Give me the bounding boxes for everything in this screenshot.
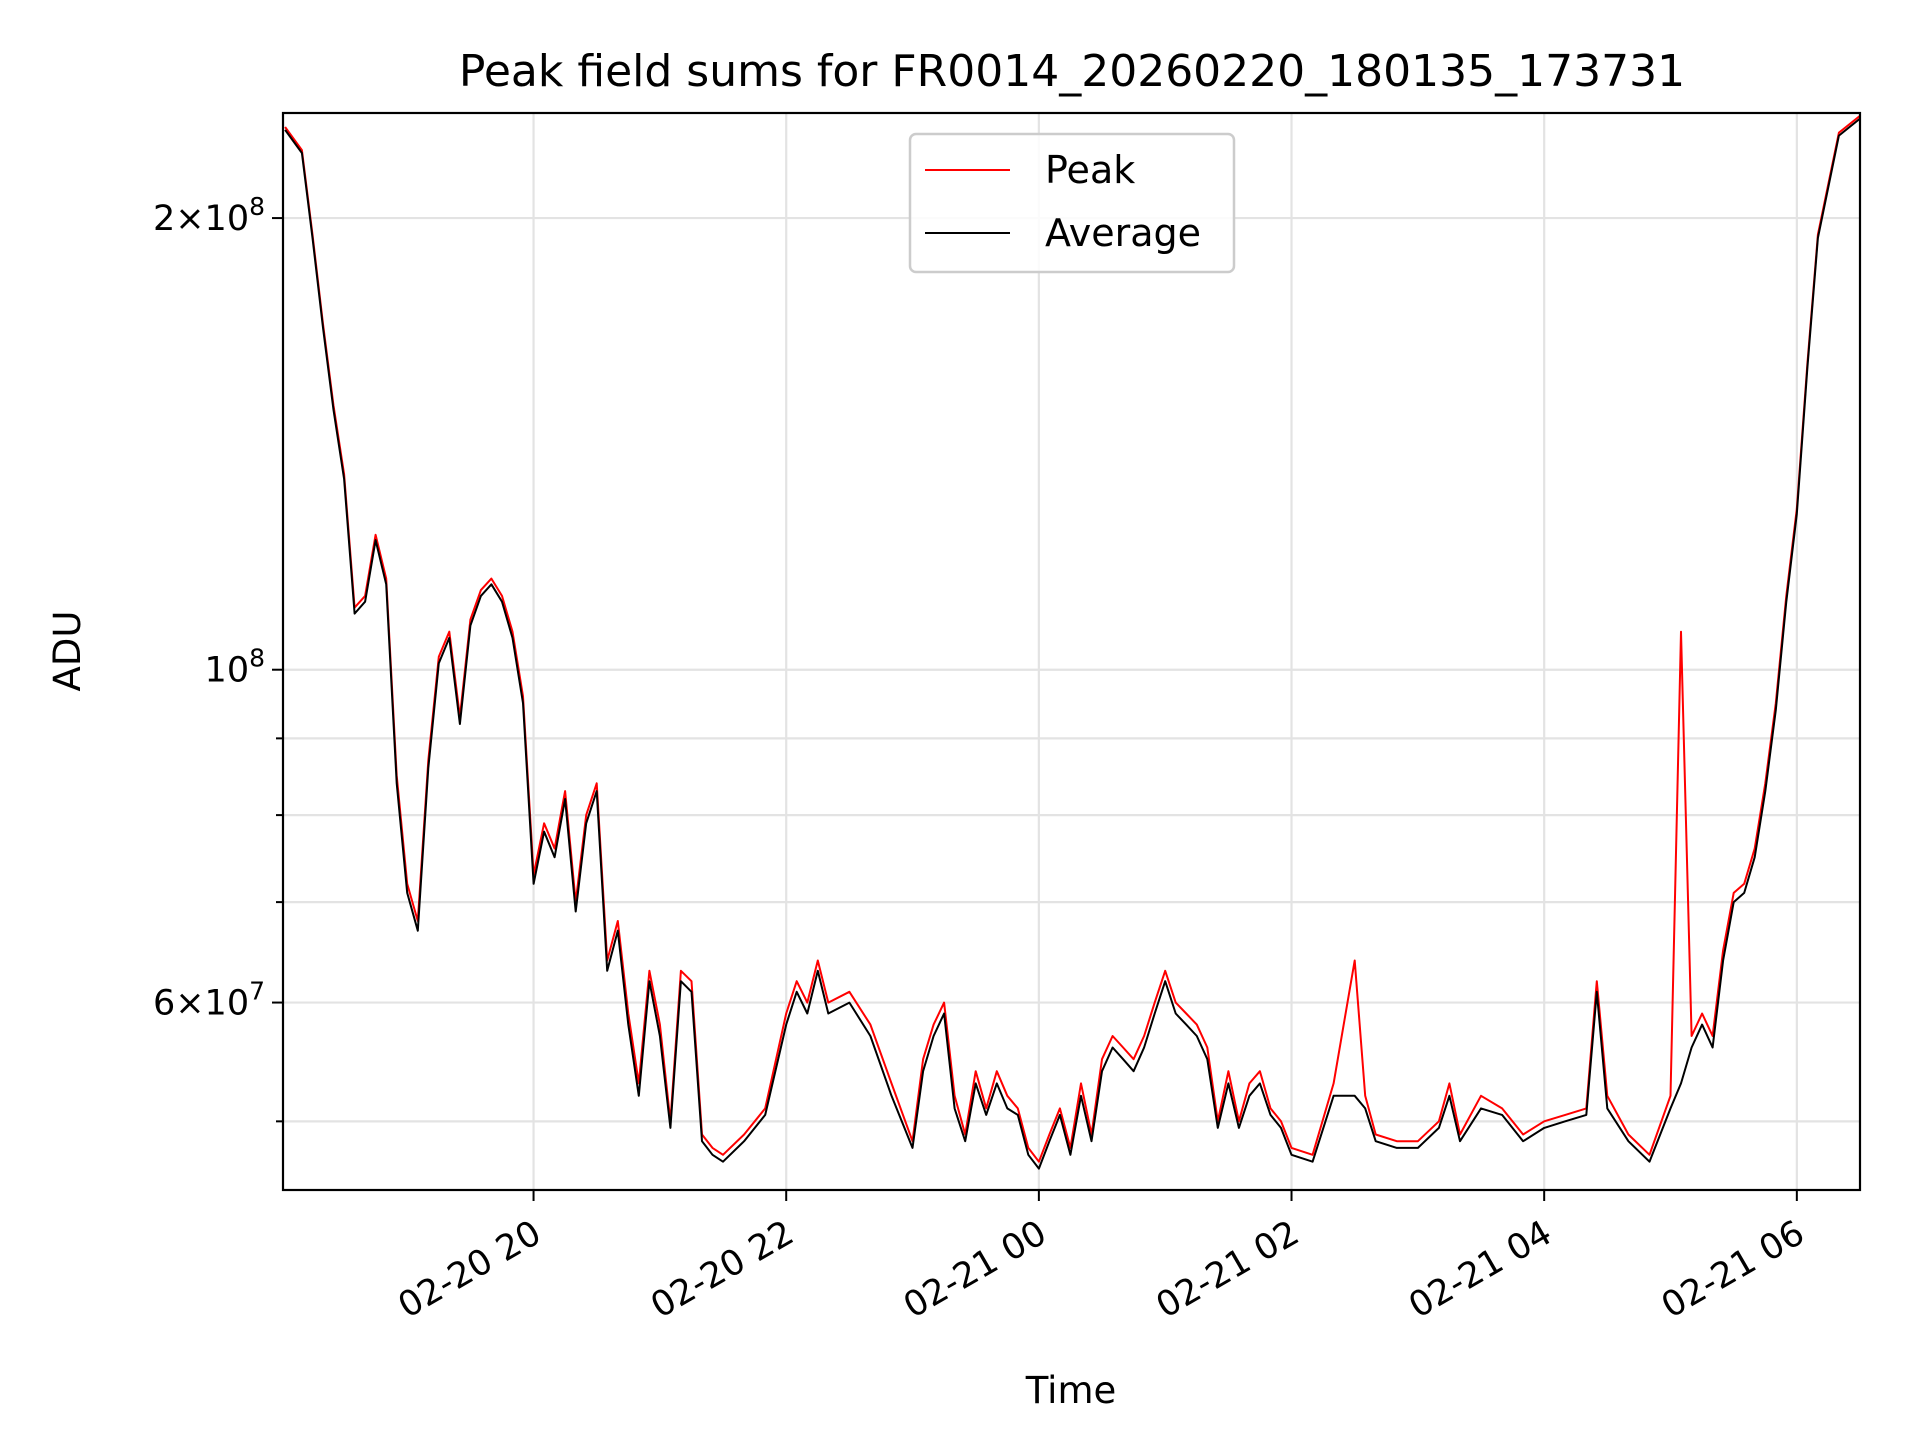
x-axis: 02-20 20 02-20 22 02-21 00 02-21 02 02-21 04…	[392, 1190, 1811, 1326]
y-tick-label: 6×107	[153, 977, 265, 1024]
y-tick-label: 108	[205, 644, 265, 691]
legend-box	[908, 132, 1236, 274]
x-tick-label: 02-21 06	[1655, 1213, 1811, 1326]
chart-title: Peak field sums for FR0014_20260220_1801…	[459, 46, 1685, 97]
x-tick-label: 02-21 02	[1150, 1213, 1306, 1326]
plot-frame	[281, 111, 1862, 1192]
x-tick-label: 02-21 04	[1402, 1213, 1558, 1326]
series-layer	[284, 115, 1861, 1170]
y-axis-label: ADU	[46, 611, 89, 692]
x-tick-label: 02-21 00	[897, 1213, 1053, 1326]
y-axis: 6×107 108 2×108	[153, 192, 283, 1123]
series-line-average	[284, 117, 1861, 1170]
x-axis-label: Time	[1025, 1369, 1117, 1412]
x-tick-label: 02-20 20	[392, 1213, 548, 1326]
y-tick-label: 2×108	[153, 192, 265, 239]
legend-label-peak: Peak	[1045, 148, 1135, 192]
x-tick-label: 02-20 22	[644, 1213, 800, 1326]
grid-layer	[283, 113, 1860, 1190]
legend-label-average: Average	[1045, 211, 1201, 255]
legend: Peak Average	[908, 132, 1236, 274]
